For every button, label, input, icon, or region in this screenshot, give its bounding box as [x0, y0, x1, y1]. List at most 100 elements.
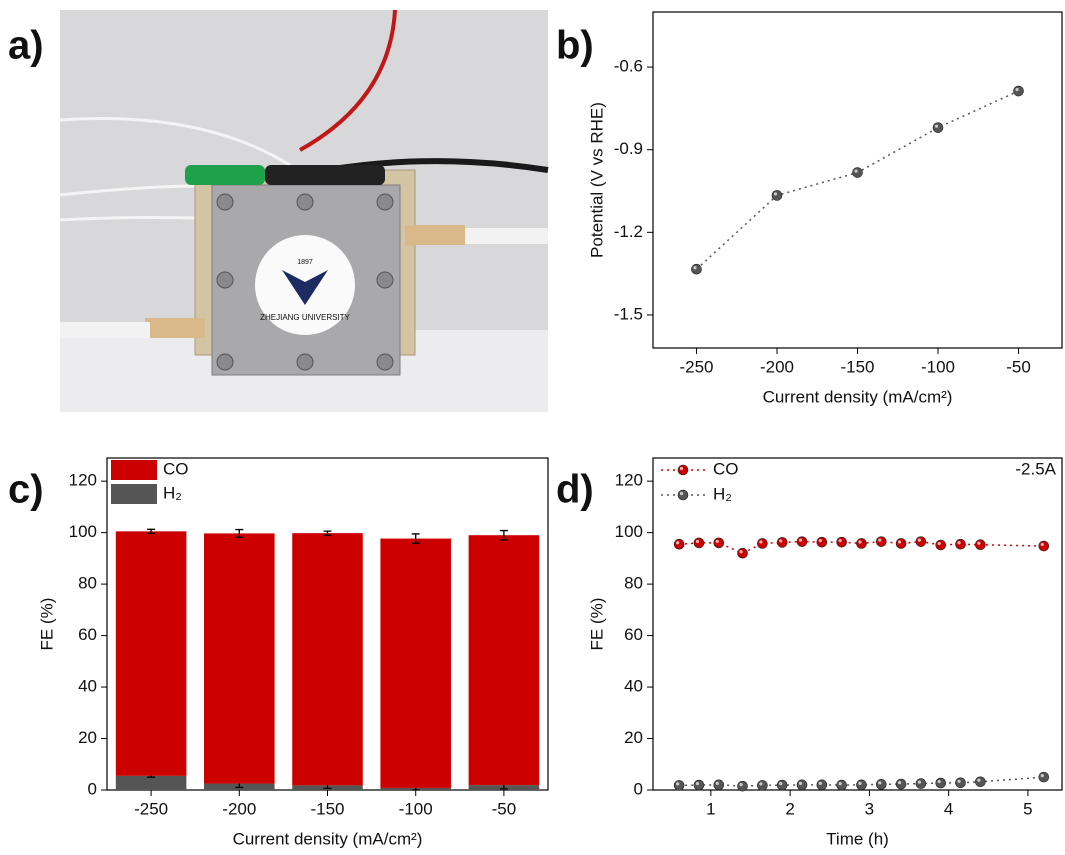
marker-highlight	[759, 540, 763, 544]
annotation: -2.5A	[1015, 459, 1056, 478]
bar-segment	[380, 538, 451, 788]
y-tick-label: 80	[624, 574, 643, 593]
marker-highlight	[957, 779, 961, 783]
y-tick-label: 20	[78, 728, 97, 747]
marker-highlight	[1040, 542, 1044, 547]
legend-label: H₂	[163, 483, 182, 502]
y-tick-label: 120	[615, 471, 643, 490]
y-tick-label: -1.2	[614, 222, 643, 241]
marker-highlight	[937, 541, 941, 546]
marker-highlight	[838, 782, 842, 786]
cable	[299, 9, 397, 152]
panel-label: c)	[8, 468, 44, 512]
panel-label: d)	[556, 468, 594, 512]
tube	[60, 322, 150, 338]
panel-label: a)	[8, 24, 44, 68]
marker	[856, 779, 867, 791]
bar-segment	[468, 535, 540, 786]
marker	[776, 779, 788, 791]
marker-highlight	[739, 550, 743, 554]
logo-emblem	[282, 270, 328, 305]
logo-text: ZHEJIANG UNIVERSITY	[260, 313, 350, 322]
marker-highlight	[695, 782, 700, 786]
tube	[465, 228, 548, 244]
marker	[737, 780, 748, 792]
y-tick-label: 120	[69, 471, 97, 490]
marker	[975, 776, 986, 788]
marker-highlight	[934, 124, 939, 128]
bar-segment	[292, 533, 363, 786]
x-tick-label: -150	[310, 799, 344, 818]
marker-highlight	[759, 782, 763, 786]
photo: ZHEJIANG UNIVERSITY 1897	[59, 9, 549, 412]
x-axis-title: Current density (mA/cm²)	[233, 829, 423, 848]
error-bar	[323, 530, 332, 536]
y-tick-label: -0.9	[614, 139, 643, 158]
marker-highlight	[917, 780, 922, 784]
marker-highlight	[739, 783, 743, 787]
marker-highlight	[715, 781, 719, 785]
fitting	[405, 225, 465, 245]
marker-highlight	[679, 466, 684, 471]
marker	[691, 263, 702, 275]
x-axis-title: Time (h)	[826, 829, 889, 848]
marker-highlight	[957, 541, 961, 545]
marker	[816, 779, 828, 791]
marker	[713, 779, 725, 791]
marker	[935, 539, 947, 551]
y-axis-title: FE (%)	[37, 598, 56, 651]
error-bar	[411, 533, 420, 544]
legend-swatch	[111, 484, 157, 504]
marker	[673, 780, 685, 791]
marker-highlight	[1040, 774, 1044, 778]
marker	[895, 538, 907, 549]
marker-highlight	[695, 539, 700, 544]
marker	[856, 538, 867, 549]
marker-highlight	[693, 266, 697, 270]
y-tick-label: 80	[78, 574, 97, 593]
x-tick-label: -250	[134, 799, 168, 818]
legend-label: CO	[713, 459, 739, 478]
marker-highlight	[917, 538, 922, 542]
x-tick-label: -150	[840, 357, 874, 376]
x-tick-label: 3	[865, 799, 874, 818]
y-tick-label: 20	[624, 728, 643, 747]
x-tick-label: -50	[1006, 357, 1031, 376]
marker	[1038, 540, 1050, 552]
marker	[713, 537, 725, 549]
marker	[771, 190, 783, 201]
x-tick-label: 4	[944, 799, 953, 818]
y-tick-label: 100	[69, 522, 97, 541]
marker	[693, 779, 705, 791]
x-tick-label: -250	[679, 357, 713, 376]
marker	[875, 536, 887, 547]
marker-highlight	[977, 778, 981, 782]
marker	[816, 536, 828, 548]
marker	[915, 778, 927, 789]
marker-highlight	[897, 540, 902, 544]
x-tick-label: -100	[921, 357, 955, 376]
x-tick-label: -200	[222, 799, 256, 818]
bar-segment	[115, 775, 187, 790]
bar-segment	[204, 533, 275, 784]
x-tick-label: 1	[706, 799, 715, 818]
marker	[796, 779, 808, 791]
marker-highlight	[858, 540, 862, 544]
marker	[693, 537, 705, 549]
marker	[737, 547, 748, 559]
clip	[265, 165, 385, 185]
marker-highlight	[897, 780, 902, 785]
marker	[915, 536, 927, 547]
y-tick-label: 0	[88, 779, 97, 798]
marker	[852, 167, 863, 178]
marker-highlight	[779, 782, 783, 786]
marker	[955, 777, 966, 789]
marker	[776, 537, 788, 548]
panel-label: b)	[556, 24, 594, 68]
marker	[757, 538, 768, 549]
marker	[1013, 85, 1024, 97]
marker-highlight	[773, 192, 778, 196]
x-tick-label: 2	[785, 799, 794, 818]
x-tick-label: 5	[1023, 799, 1032, 818]
